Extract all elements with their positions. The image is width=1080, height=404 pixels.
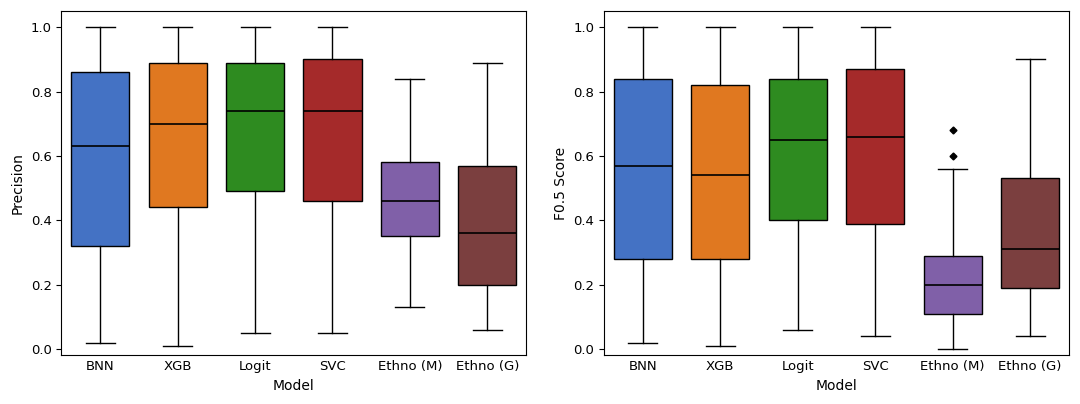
PathPatch shape	[1001, 179, 1059, 288]
PathPatch shape	[71, 72, 130, 246]
Y-axis label: Precision: Precision	[11, 152, 25, 214]
PathPatch shape	[847, 69, 904, 223]
PathPatch shape	[381, 162, 438, 236]
PathPatch shape	[923, 256, 982, 314]
PathPatch shape	[691, 85, 750, 259]
PathPatch shape	[769, 79, 827, 220]
PathPatch shape	[613, 79, 672, 259]
PathPatch shape	[149, 63, 206, 207]
PathPatch shape	[458, 166, 516, 285]
X-axis label: Model: Model	[273, 379, 314, 393]
PathPatch shape	[226, 63, 284, 191]
Y-axis label: F0.5 Score: F0.5 Score	[554, 147, 568, 220]
PathPatch shape	[303, 59, 362, 201]
X-axis label: Model: Model	[815, 379, 858, 393]
